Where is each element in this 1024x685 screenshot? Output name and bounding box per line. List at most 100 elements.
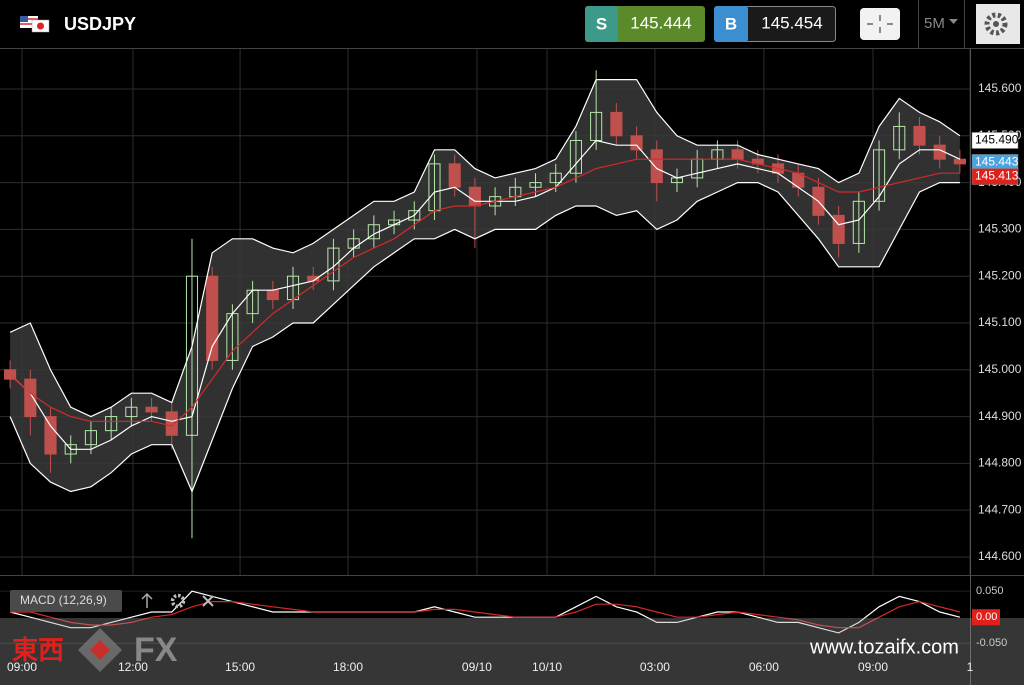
- price-tag: [971, 168, 1019, 185]
- buy-price[interactable]: 145.454: [761, 13, 822, 32]
- candle-body: [468, 186, 481, 207]
- gear-icon[interactable]: [984, 12, 1008, 36]
- sell-button[interactable]: S 145.444: [585, 6, 705, 42]
- macd-tick-label: -0.050: [976, 637, 1007, 649]
- candle-body: [549, 172, 562, 184]
- macd-label-bg: [10, 590, 122, 612]
- candle-body: [893, 125, 906, 151]
- buy-letter[interactable]: B: [725, 14, 737, 33]
- buy-button[interactable]: B 145.454: [714, 6, 836, 42]
- candle-body: [852, 200, 865, 244]
- dropdown-arrow[interactable]: [949, 19, 958, 24]
- candle-body: [165, 411, 178, 436]
- candle-body: [145, 406, 158, 413]
- watermark: 東西 FX www.tozaifx.com: [12, 628, 959, 672]
- candle-body: [266, 289, 279, 301]
- y-tick-label: 144.700: [978, 502, 1022, 516]
- candle-body: [630, 135, 643, 151]
- x-tick-label: 09/10: [462, 660, 492, 674]
- x-tick-label: 15:00: [225, 660, 255, 674]
- symbol: USDJPY: [64, 14, 136, 34]
- y-tick-label: 145.000: [978, 362, 1022, 376]
- gear-icon[interactable]: [170, 593, 186, 609]
- plot-area: [0, 48, 1024, 685]
- move-up-icon[interactable]: [141, 592, 153, 608]
- close-icon[interactable]: [202, 595, 214, 607]
- candle-body: [650, 149, 663, 184]
- website-url: www.tozaifx.com: [809, 636, 959, 658]
- macd-zero-tag: [972, 609, 1000, 626]
- candle-body: [327, 247, 340, 282]
- y-tick-label: 145.600: [978, 81, 1022, 95]
- settings-button[interactable]: [976, 4, 1020, 44]
- macd-label: MACD (12,26,9): [20, 593, 107, 607]
- candle-body: [125, 406, 138, 418]
- logo-diamond-inner: [90, 640, 110, 660]
- sell-price[interactable]: 145.444: [630, 13, 691, 32]
- logo-left: 東西: [12, 635, 64, 665]
- candle-body: [84, 430, 97, 446]
- gear-center[interactable]: [993, 21, 999, 27]
- candle-body: [408, 210, 421, 221]
- x-tick-label: 1: [967, 660, 974, 674]
- y-tick-label: 144.900: [978, 409, 1022, 423]
- macd-legend: MACD (12,26,9): [10, 590, 214, 612]
- candle-body: [832, 214, 845, 244]
- y-tick-label: 145.100: [978, 315, 1022, 329]
- x-tick-label: 12:00: [118, 660, 148, 674]
- price-tag-label: 145.413: [975, 169, 1019, 183]
- buy-letter-bg[interactable]: [714, 6, 748, 42]
- candle-body: [448, 163, 461, 188]
- price-tag-label: 145.490: [975, 133, 1019, 147]
- candle-body: [24, 378, 37, 418]
- candle-body: [44, 416, 57, 455]
- x-tick-label: 06:00: [749, 660, 779, 674]
- bollinger-fill: [10, 79, 960, 492]
- candle-body: [185, 275, 199, 436]
- bollinger-middle: [9, 139, 961, 450]
- header: USDJPY S 145.444 B 145.454 5M: [0, 0, 1024, 49]
- candle-body: [731, 149, 744, 160]
- moving-average: [9, 158, 960, 427]
- y-tick-label: 144.600: [978, 549, 1022, 563]
- bollinger-lower: [9, 182, 960, 494]
- candle-body: [913, 125, 926, 146]
- bollinger-upper: [9, 78, 961, 418]
- crosshair-bg[interactable]: [860, 8, 900, 40]
- flag-canton: [20, 16, 28, 22]
- x-tick-label: 03:00: [640, 660, 670, 674]
- flag-jp: [31, 19, 50, 33]
- x-tick-label: 18:00: [333, 660, 363, 674]
- sell-letter-bg[interactable]: [585, 6, 618, 42]
- bottom-overlay: [0, 618, 1024, 685]
- candle-body: [610, 111, 623, 137]
- price-tag: [971, 132, 1019, 149]
- candle-body: [206, 275, 219, 361]
- header-bg: [0, 0, 1024, 48]
- flag-sun: [37, 22, 44, 30]
- candle-body: [873, 149, 886, 202]
- x-tick-label: 09:00: [7, 660, 37, 674]
- sell-letter[interactable]: S: [596, 14, 607, 33]
- y-tick-label: 145.200: [978, 268, 1022, 282]
- candle-body: [529, 182, 542, 188]
- y-tick-label: 144.800: [978, 456, 1022, 470]
- crosshair-button[interactable]: [860, 8, 900, 40]
- x-tick-label: 09:00: [858, 660, 888, 674]
- crosshair-icon[interactable]: [867, 15, 893, 33]
- signal-line: [10, 600, 961, 629]
- price-tag-label: 145.443: [975, 155, 1019, 169]
- candle-body: [953, 158, 966, 165]
- logo-right: FX: [134, 631, 178, 669]
- timeframe-dropdown[interactable]: 5M: [924, 15, 958, 32]
- macd-tick-label: 0.00: [976, 611, 997, 623]
- y-tick-label: 145.300: [978, 222, 1022, 236]
- x-tick-label: 10/10: [532, 660, 562, 674]
- candle-body: [105, 416, 118, 432]
- candle-body: [4, 369, 17, 380]
- timeframe[interactable]: 5M: [924, 15, 945, 32]
- macd-tick-label: 0.050: [976, 585, 1004, 597]
- macd-line: [9, 590, 961, 634]
